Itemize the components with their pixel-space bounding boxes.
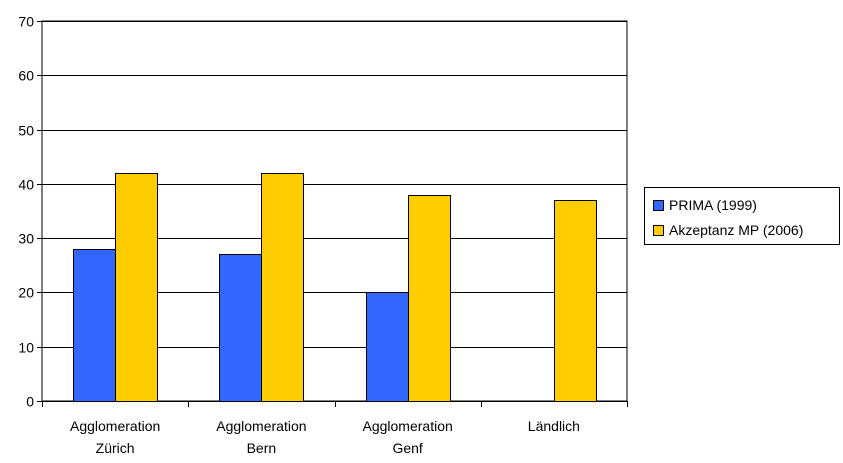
x-tick-label: Ländlich [528, 418, 580, 434]
y-tick-label: 20 [18, 285, 34, 301]
axes [37, 21, 628, 407]
x-tick-label: Genf [392, 440, 422, 456]
x-tick-label: Agglomeration [216, 418, 306, 434]
legend-label-prima: PRIMA (1999) [669, 197, 757, 213]
y-tick-label: 30 [18, 231, 34, 247]
legend-swatch-akzeptanz [653, 224, 664, 236]
y-tick-label: 70 [18, 14, 34, 30]
x-tick-label: Agglomeration [70, 418, 160, 434]
bar-akzeptanz [408, 195, 451, 402]
legend-swatch-prima [653, 199, 664, 211]
x-tick-label: Agglomeration [362, 418, 452, 434]
bar-prima [219, 254, 262, 402]
bar-prima [73, 249, 116, 402]
legend: PRIMA (1999) Akzeptanz MP (2006) [644, 187, 840, 245]
bar-akzeptanz [261, 173, 304, 402]
legend-item-prima: PRIMA (1999) [653, 196, 757, 214]
y-tick-label: 10 [18, 340, 34, 356]
axis-labels: 0 10 20 30 40 50 60 70 Agglomeration Zürich Agglom… [18, 14, 580, 457]
legend-item-akzeptanz: Akzeptanz MP (2006) [653, 221, 803, 239]
bar-akzeptanz [554, 200, 597, 402]
y-tick-label: 60 [18, 68, 34, 84]
y-tick-label: 0 [26, 394, 34, 410]
legend-label-akzeptanz: Akzeptanz MP (2006) [669, 222, 804, 238]
x-tick-label: Zürich [96, 440, 135, 456]
y-tick-label: 50 [18, 123, 34, 139]
y-tick-label: 40 [18, 177, 34, 193]
x-tick-label: Bern [247, 440, 277, 456]
bar-akzeptanz [115, 173, 158, 402]
bar-prima [366, 292, 409, 402]
bars [73, 173, 597, 402]
